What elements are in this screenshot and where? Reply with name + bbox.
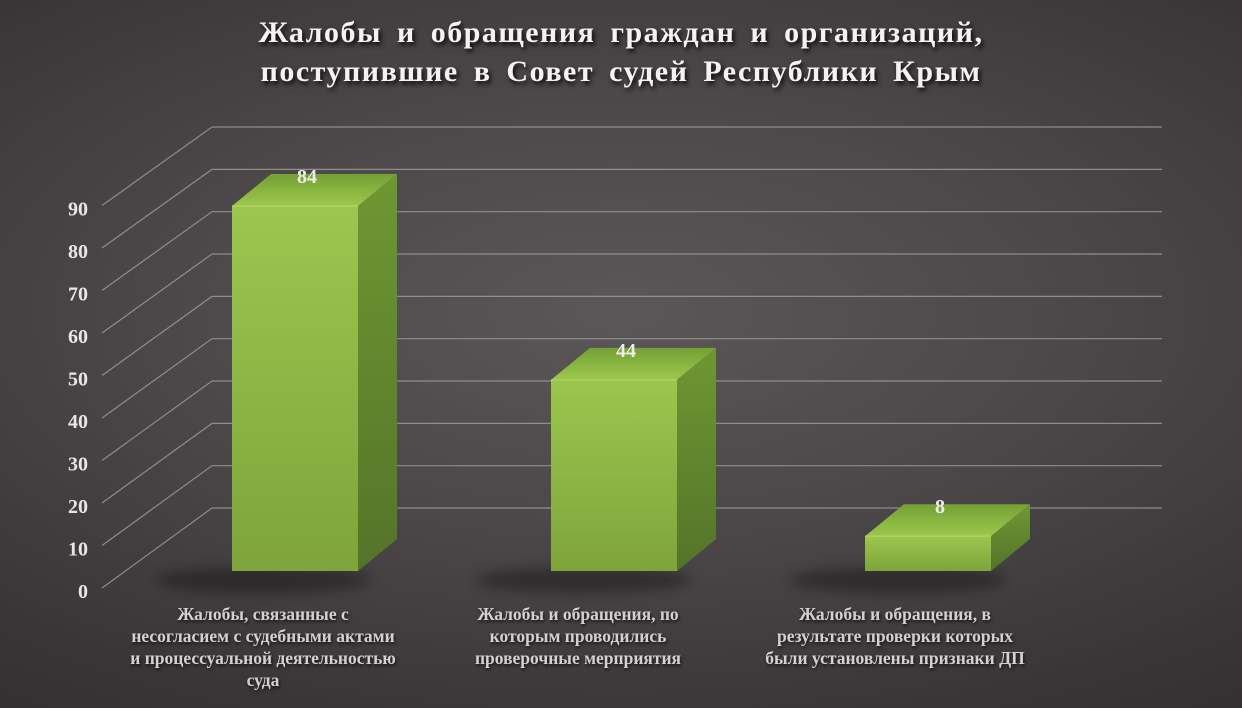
gridline [101,465,1162,546]
category-label-line: суда [246,670,280,690]
bar-shadow [789,567,1005,593]
category-label-line: Жалобы и обращения, по [477,604,679,624]
category-label: Жалобы и обращения, в результате проверки… [725,603,1065,669]
bar-top-face [865,504,1030,537]
y-axis-tick-label: 70 [68,284,88,306]
y-axis-tick-label: 0 [78,581,88,603]
category-label-line: и процессуальной деятельностью [130,648,396,668]
gridline [101,422,1162,504]
category-label-line: которым проводились [489,626,667,646]
bar-top-face [232,174,397,207]
bar-side-face [991,504,1030,571]
gridline [101,168,1162,249]
category-label-line: были установлены признаки ДП [765,648,1025,668]
gridline [101,295,1162,376]
bar-front-face [551,379,677,571]
category-label-line: результате проверки которых [777,626,1013,646]
chart-title-line1: Жалобы и обращения граждан и организаций… [258,16,984,49]
category-label-line: проверочные мерприятия [474,648,682,668]
y-axis-tick-label: 90 [68,199,88,221]
bar-value-label: 84 [297,166,317,188]
gridline [101,338,1162,419]
y-axis-tick-label: 40 [68,411,88,433]
y-axis-tick-label: 50 [68,369,88,391]
bar-value-label: 44 [616,340,636,362]
bar-shadow [475,567,691,593]
y-axis-tick-label: 20 [68,496,88,518]
chart-title-line2: поступившие в Совет судей Республики Кры… [260,55,982,88]
bar-column: 44 [475,340,716,593]
bar-shadow [156,567,372,593]
bar-top-face [551,347,716,380]
gridline [101,380,1162,461]
chart-title: Жалобы и обращения граждан и организаций… [0,13,1242,91]
category-label-line: Жалобы, связанные с [177,604,349,624]
category-label: Жалобы, связанные с несогласием с судебны… [93,603,433,691]
y-axis-tick-label: 80 [68,241,88,263]
bar-side-face [677,347,716,571]
bar-column: 8 [789,496,1030,593]
bar-value-label: 8 [935,496,945,518]
gridline [101,507,1162,589]
bar-front-face [232,206,358,571]
bar-column: 84 [156,166,397,593]
gridline [101,253,1162,334]
gridline [101,211,1162,291]
y-axis-tick-label: 60 [68,326,88,348]
category-label-line: несогласием с судебными актами [131,626,395,646]
bar-side-face [358,174,397,571]
y-axis-tick-label: 10 [68,539,88,561]
bar-front-face [865,536,991,571]
y-axis-tick-label: 30 [68,454,88,476]
category-label: Жалобы и обращения, по которым проводилис… [408,603,748,669]
gridline [101,126,1162,206]
category-label-line: Жалобы и обращения, в [799,604,991,624]
